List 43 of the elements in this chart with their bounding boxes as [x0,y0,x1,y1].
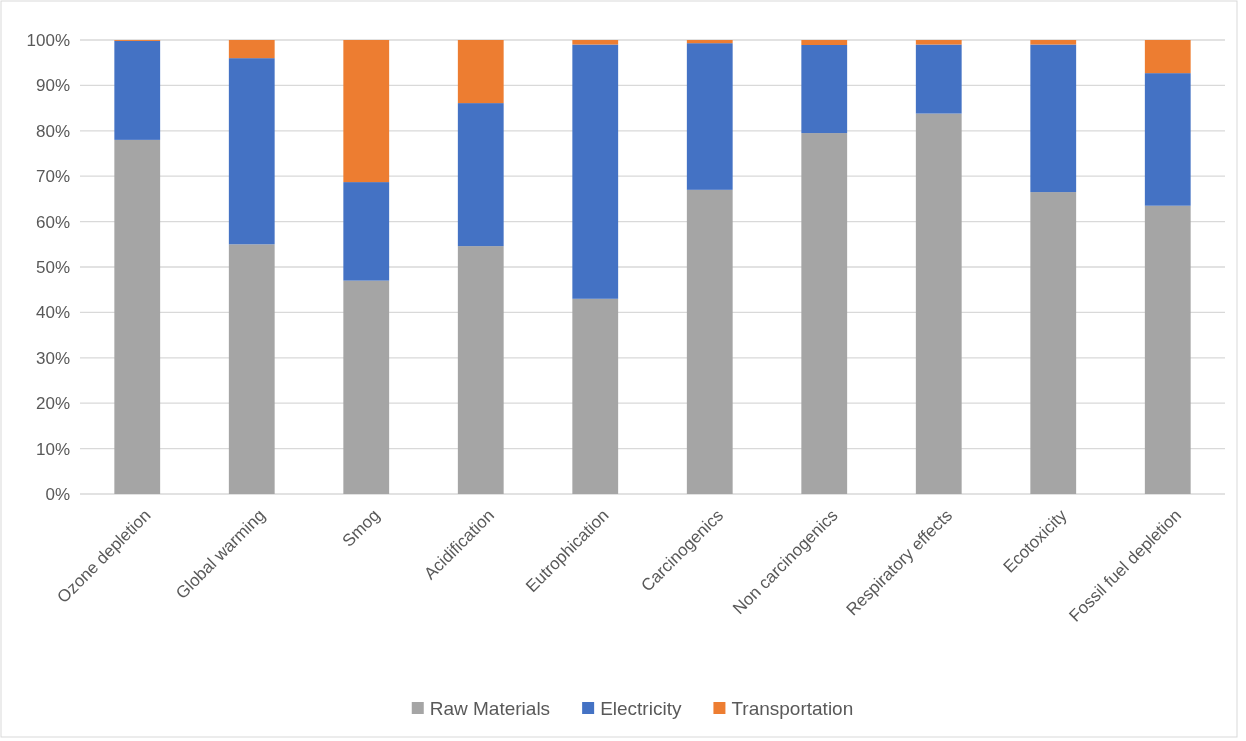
bar [228,244,275,494]
bar [572,44,619,299]
bar [1144,205,1191,494]
bar [228,40,275,59]
legend-label: Transportation [731,697,854,719]
y-tick-label: 70% [35,167,70,187]
bar [572,40,619,45]
bar [572,298,619,494]
bar [457,40,504,104]
legend-label: Raw Materials [429,697,551,719]
bar [801,133,848,494]
bar [1030,192,1077,494]
legend-label: Electricity [600,697,682,719]
bar [1030,44,1077,193]
bar [686,43,733,190]
y-tick-label: 50% [35,257,70,277]
bar [343,280,390,494]
y-tick-label: 0% [45,484,70,504]
y-tick-label: 60% [35,212,70,232]
bar [343,40,390,183]
y-tick-label: 90% [35,76,70,96]
bar [801,40,848,45]
bar [1144,73,1191,206]
bar [114,139,161,494]
bar [915,44,962,114]
y-tick-label: 10% [35,439,70,459]
bar [686,40,733,44]
bar [114,40,161,140]
bar [801,44,848,134]
y-tick-label: 30% [35,348,70,368]
y-tick-label: 80% [35,121,70,141]
y-tick-label: 40% [35,303,70,323]
bar [343,182,390,281]
bar [686,189,733,494]
bar [915,40,962,45]
bar [457,246,504,494]
bar [1144,40,1191,74]
y-tick-label: 20% [35,394,70,414]
y-tick-label: 100% [26,30,70,50]
bar [915,113,962,494]
bar [228,58,275,245]
bar [1030,40,1077,45]
bar [457,103,504,247]
